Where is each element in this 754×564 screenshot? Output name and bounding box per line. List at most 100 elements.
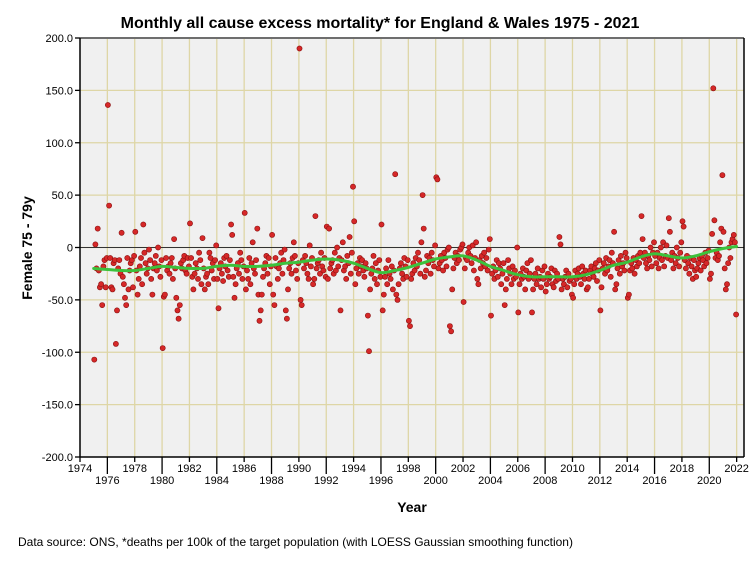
data-point — [282, 307, 289, 314]
data-point — [279, 270, 286, 277]
data-point — [167, 260, 174, 267]
data-point — [420, 225, 427, 232]
data-point — [320, 267, 327, 274]
y-axis-ticks: 200.0 150.0 100.0 50.0 0 -50.0 -100.0 -150.0 -20… — [42, 33, 80, 464]
data-point — [564, 284, 571, 291]
x-tick-label: 2012 — [588, 475, 612, 487]
x-tick-label: 2018 — [670, 463, 694, 475]
data-point — [618, 252, 624, 259]
chart-title: Monthly all cause excess mortality* for … — [121, 15, 640, 32]
data-point — [135, 275, 142, 282]
data-point — [134, 291, 141, 298]
data-point — [350, 183, 356, 190]
x-tick-label: 1976 — [95, 475, 119, 487]
data-point — [361, 273, 368, 280]
data-point — [298, 302, 305, 308]
data-point — [498, 281, 505, 288]
data-point — [533, 281, 540, 288]
x-tick-label: 1998 — [396, 463, 420, 475]
data-point — [92, 241, 99, 248]
data-point — [157, 273, 164, 280]
x-tick-label: 2022 — [724, 463, 748, 475]
data-point — [612, 286, 619, 293]
y-tick-label: -200.0 — [42, 452, 73, 464]
data-point — [264, 270, 271, 277]
y-tick-label: -150.0 — [42, 400, 73, 412]
data-point — [257, 307, 264, 314]
data-point — [543, 281, 550, 288]
data-point — [703, 260, 710, 267]
data-point — [404, 257, 411, 263]
data-point — [148, 275, 155, 282]
data-point — [362, 260, 369, 267]
data-point — [311, 275, 318, 282]
data-point — [468, 260, 475, 267]
data-point — [445, 244, 452, 251]
data-point — [98, 281, 104, 288]
data-point — [237, 249, 244, 256]
data-point — [693, 273, 700, 280]
data-point — [385, 257, 392, 263]
data-point — [367, 286, 373, 293]
data-point — [416, 257, 423, 263]
data-point — [721, 265, 728, 272]
data-point — [421, 273, 428, 280]
data-point — [626, 291, 632, 298]
data-point — [505, 257, 511, 263]
data-point — [648, 263, 655, 270]
x-tick-label: 1986 — [232, 463, 256, 475]
data-point — [307, 263, 314, 270]
data-point — [293, 267, 299, 274]
data-point — [224, 267, 231, 274]
trend-line — [92, 245, 739, 279]
data-point — [484, 267, 491, 274]
data-point — [130, 284, 136, 291]
data-point — [371, 275, 378, 282]
data-point — [335, 263, 342, 270]
data-point — [155, 244, 161, 251]
data-point — [286, 265, 293, 272]
data-point — [281, 246, 288, 253]
data-point — [105, 102, 111, 108]
data-point — [382, 273, 388, 280]
data-point — [116, 257, 123, 263]
data-point — [171, 236, 177, 242]
data-point — [716, 252, 722, 259]
data-point — [528, 257, 534, 263]
y-tick-label: -100.0 — [42, 347, 73, 359]
data-point — [290, 239, 297, 246]
data-point — [302, 252, 308, 259]
data-point — [542, 288, 549, 295]
data-point — [383, 265, 389, 272]
data-point — [665, 215, 672, 222]
data-point — [374, 281, 380, 288]
data-point — [258, 291, 265, 298]
data-point — [590, 273, 597, 280]
x-tick-label: 2006 — [506, 463, 530, 475]
data-point — [166, 270, 173, 277]
data-point — [394, 296, 401, 303]
data-point — [265, 255, 272, 261]
data-point — [488, 312, 494, 319]
footnote: Data source: ONS, *deaths per 100k of th… — [18, 535, 573, 549]
data-point — [440, 267, 446, 274]
data-point — [456, 257, 462, 263]
data-point — [187, 220, 193, 227]
data-point — [256, 317, 263, 324]
data-point — [228, 221, 234, 228]
data-point — [214, 275, 221, 282]
data-point — [501, 302, 508, 308]
data-point — [215, 305, 222, 312]
data-point — [653, 260, 660, 267]
data-point — [91, 356, 98, 363]
data-point — [485, 246, 492, 253]
data-point — [253, 257, 259, 263]
data-point — [242, 286, 249, 293]
data-point — [159, 345, 166, 351]
data-point — [393, 291, 400, 298]
data-point — [161, 291, 168, 298]
data-point — [697, 267, 704, 274]
data-point — [352, 281, 359, 288]
data-point — [169, 275, 176, 282]
y-tick-label: 50.0 — [52, 190, 73, 202]
